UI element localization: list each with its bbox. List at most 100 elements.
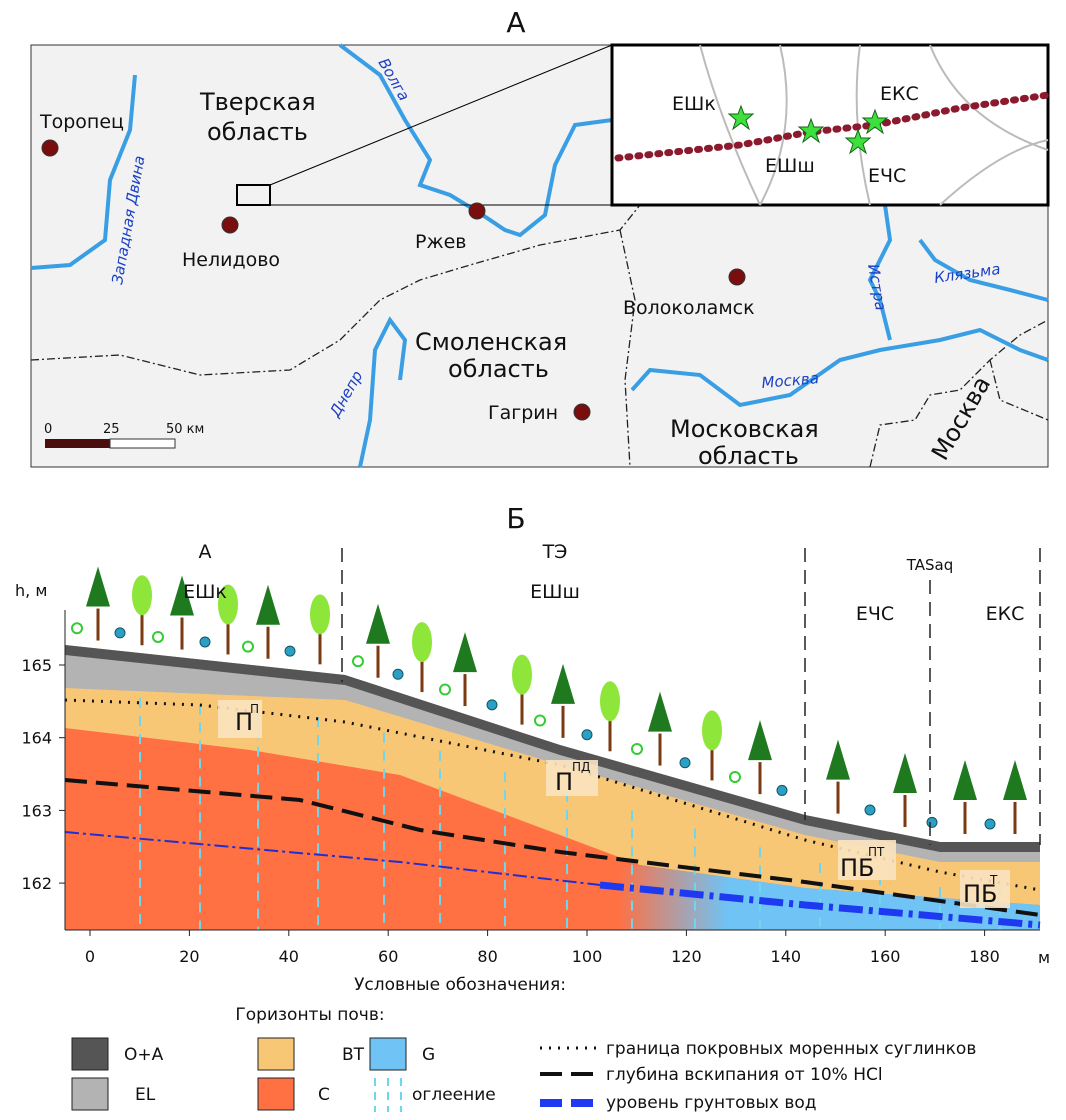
leader	[269, 44, 613, 186]
city: Торопец	[39, 111, 124, 133]
moss	[114, 627, 126, 639]
moss	[581, 729, 593, 741]
site: ЕЧС	[856, 603, 894, 625]
site-label: ЕШк	[672, 93, 716, 115]
scale-label: 0	[44, 422, 52, 437]
herb	[729, 771, 741, 783]
site: ЕШк	[183, 581, 227, 603]
c-layer	[65, 728, 1040, 930]
legend-title: Условные обозначения:	[354, 975, 566, 995]
swatch	[369, 1037, 407, 1071]
legend-label: C	[318, 1085, 330, 1105]
vegetation	[71, 566, 1027, 834]
deciduous	[600, 681, 620, 722]
moss	[864, 804, 876, 816]
region: Смоленская	[415, 328, 567, 356]
swatch	[374, 1078, 402, 1112]
panel-title: А	[506, 6, 525, 39]
horizon-sup: П	[250, 702, 259, 716]
legend-label: уровень грунтовых вод	[606, 1093, 817, 1113]
herb	[534, 714, 546, 727]
city: Гагрин	[488, 402, 558, 424]
x-unit: м	[1038, 948, 1050, 967]
conifer	[170, 575, 194, 616]
conifer	[648, 691, 672, 732]
deciduous	[218, 584, 238, 625]
conifer	[953, 760, 977, 800]
deciduous	[412, 622, 432, 663]
y-tick-label: 165	[21, 656, 52, 675]
moss	[486, 699, 498, 711]
conifer	[453, 632, 477, 673]
groundwater	[64, 831, 601, 886]
herb	[439, 683, 451, 696]
x-tick-label: 20	[179, 947, 199, 966]
conifer	[826, 739, 850, 780]
conifer	[256, 584, 280, 625]
scale-label: 50 км	[166, 422, 204, 437]
transect	[614, 91, 1052, 162]
moss	[776, 784, 788, 796]
x-tick-label: 80	[477, 947, 497, 966]
study-area	[236, 184, 271, 206]
swatch	[257, 1037, 295, 1071]
x-tick-label: 60	[378, 947, 398, 966]
horizon-sup: ПД	[572, 760, 590, 774]
x-tick-label: 0	[85, 947, 95, 966]
legend-label: граница покровных моренных суглинков	[606, 1039, 976, 1059]
horizon-label: ПБ	[840, 854, 875, 882]
conifer	[1003, 760, 1027, 800]
site-label: ЕШш	[765, 155, 815, 177]
horizon-label: П	[555, 768, 573, 796]
deciduous	[310, 594, 330, 635]
legend-subtitle: Горизонты почв:	[235, 1005, 384, 1025]
herb	[631, 743, 643, 755]
herb	[352, 655, 364, 668]
site-label: ЕКС	[880, 83, 919, 105]
region: область	[698, 442, 799, 470]
deciduous	[132, 575, 152, 616]
groundwater	[599, 881, 1041, 929]
el-layer	[65, 645, 1040, 862]
legend-label: глубина вскипания от 10% HCl	[606, 1065, 883, 1085]
zone: ТЭ	[542, 541, 568, 563]
legend-label: BT	[342, 1045, 365, 1065]
conifer	[86, 566, 110, 607]
conifer	[893, 753, 917, 793]
region: область	[448, 355, 549, 383]
inset	[610, 43, 1050, 207]
herb	[152, 630, 164, 643]
conifer	[551, 663, 575, 704]
legend: Условные обозначения: Горизонты почв: O+…	[71, 975, 976, 1113]
panel-b: Б А ТЭ TASaq ЕШк ЕШш ЕЧС ЕКС П П П ПД ПБ…	[15, 502, 1050, 967]
x-tick-label: 160	[870, 947, 901, 966]
axes: 0 20 40 60 80 100 120 140 160 180 162 163 164 165	[21, 610, 1040, 966]
horizon-label: П	[235, 708, 253, 736]
x-tick-label: 140	[771, 947, 802, 966]
sites	[727, 104, 889, 155]
legend-label: G	[422, 1045, 435, 1065]
hcl-depth	[64, 778, 1041, 917]
y-tick-label: 163	[21, 801, 52, 820]
city-dots	[41, 139, 746, 421]
region: Московская	[670, 415, 819, 443]
city: Ржев	[415, 231, 466, 253]
horizon-label: ПБ	[963, 880, 998, 908]
river-label: Москва	[761, 369, 820, 392]
x-tick-label: 100	[572, 947, 603, 966]
x-tick-label: 120	[671, 947, 702, 966]
moss	[392, 668, 404, 680]
legend-label: оглеение	[412, 1085, 496, 1105]
moss	[926, 816, 938, 828]
panel-title: Б	[506, 502, 525, 535]
horizon-sup: Т	[989, 873, 998, 887]
y-tick-label: 162	[21, 874, 52, 893]
herb	[71, 622, 83, 635]
y-axis-label: h, м	[15, 581, 47, 600]
zone: TASaq	[906, 556, 954, 574]
city: Волоколамск	[623, 297, 755, 319]
zone-dividers	[341, 548, 1041, 845]
conifer	[748, 720, 772, 761]
horizon-sup: ПТ	[868, 845, 885, 859]
swatch	[257, 1077, 295, 1111]
